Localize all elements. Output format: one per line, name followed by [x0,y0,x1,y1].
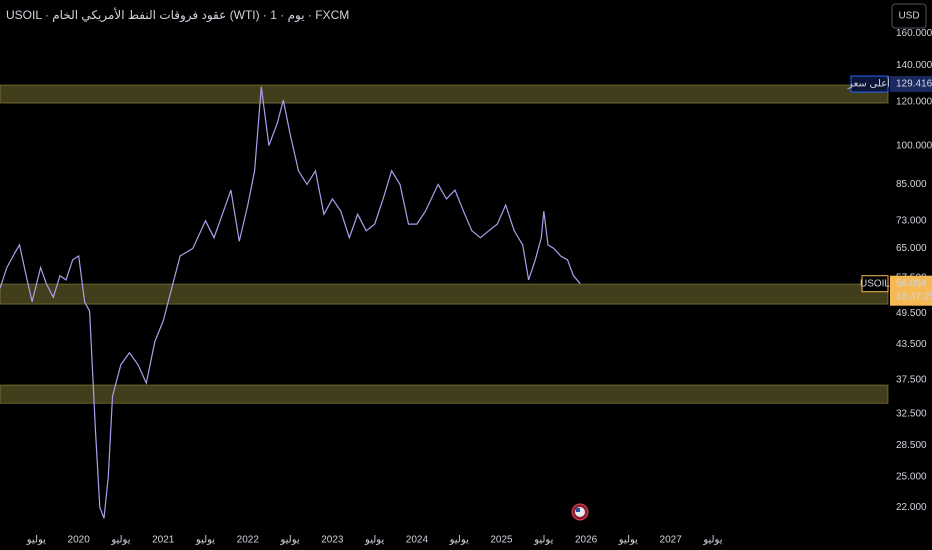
x-tick-label: يوليو [618,535,638,546]
x-tick-label: 2025 [490,535,513,546]
symbol-label-box [861,275,889,293]
high-value-box [890,76,932,93]
x-tick-label: 2021 [152,535,175,546]
plot [0,86,581,519]
zones [0,84,889,404]
chart-title: USOIL · عقود فروقات النفط الأمريكي الخام… [6,7,349,23]
countdown-label: 16:47:25 [896,291,932,302]
zone [0,84,889,104]
symbol-label: USOIL [860,278,890,289]
high-label-box [850,75,889,93]
x-tick-label: يوليو [364,535,384,546]
x-tick-label: يوليو [26,535,46,546]
y-tick-label: 100.000 [896,140,932,151]
high-label: أعلى سعر [847,77,890,90]
y-tick-label: 120.000 [896,97,932,108]
zone [0,283,889,305]
x-tick-label: يوليو [279,535,299,546]
y-tick-label: 43.500 [896,339,927,350]
y-tick-label: 32.500 [896,409,927,420]
y-tick-label: 37.500 [896,375,927,386]
x-tick-label: 2026 [575,535,598,546]
y-tick-label: 22.000 [896,502,927,513]
y-tick-label: 25.000 [896,471,927,482]
x-tick-label: 2027 [660,535,683,546]
x-tick-label: 2020 [68,535,91,546]
y-tick-label: 140.000 [896,60,932,71]
y-tick-label: 73.000 [896,215,927,226]
price-line [0,86,581,519]
x-tick-label: يوليو [533,535,553,546]
x-tick-label: 2023 [321,535,344,546]
last-price-box [890,275,932,306]
x-tick-label: يوليو [195,535,215,546]
x-tick-label: يوليو [449,535,469,546]
y-tick-label: 85.000 [896,179,927,190]
x-tick-label: 2022 [237,535,260,546]
y-tick-label: 49.500 [896,308,927,319]
flag-icon [571,503,589,521]
x-tick-label: يوليو [110,535,130,546]
last-price-label: 56.094 [896,278,927,289]
currency-button[interactable] [891,3,927,29]
zone [0,384,889,404]
currency-label[interactable]: USD [898,11,919,22]
y-tick-label: 160.000 [896,28,932,39]
y-tick-label: 65.000 [896,243,927,254]
high-value-label: 129.416 [896,79,932,90]
x-tick-label: 2024 [406,535,429,546]
x-tick-label: يوليو [702,535,722,546]
y-tick-label: 28.500 [896,440,927,451]
